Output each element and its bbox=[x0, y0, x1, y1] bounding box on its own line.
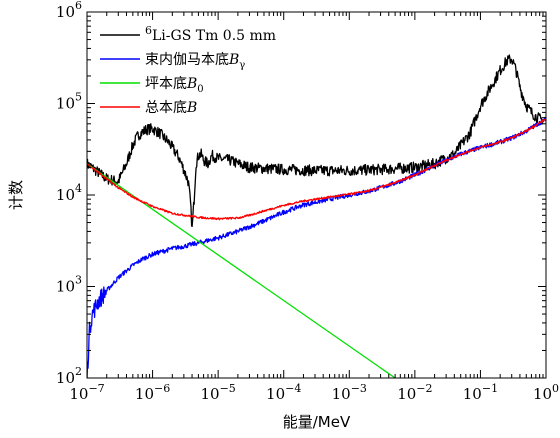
y-tick-label: 102 bbox=[56, 365, 82, 387]
y-tick-exponent: 5 bbox=[75, 91, 82, 104]
x-tick-label: 10−1 bbox=[463, 382, 498, 403]
x-tick-exponent: −3 bbox=[351, 382, 367, 395]
legend-label-part: B bbox=[186, 100, 197, 116]
y-tick-exponent: 6 bbox=[75, 0, 82, 12]
x-tick-base: 10 bbox=[463, 385, 482, 403]
y-tick-base: 10 bbox=[56, 369, 75, 387]
y-tick-label: 103 bbox=[56, 274, 82, 296]
series-layer bbox=[87, 54, 546, 378]
x-tick-labels: 10−7 10−6 10−5 10−4 10−3 10−2 10−1 100 bbox=[69, 382, 559, 403]
x-tick-exponent: −6 bbox=[154, 382, 170, 395]
legend-label-part: 总本底 bbox=[145, 100, 187, 116]
y-tick-base: 10 bbox=[56, 95, 75, 113]
series-line-2 bbox=[87, 116, 546, 378]
x-tick-exponent: −5 bbox=[220, 382, 236, 395]
legend-label-part: 0 bbox=[197, 84, 203, 95]
x-tick-base: 10 bbox=[200, 385, 219, 403]
ticks-layer bbox=[86, 11, 547, 379]
y-tick-base: 10 bbox=[56, 3, 75, 21]
y-tick-exponent: 3 bbox=[75, 274, 82, 287]
x-tick-label: 10−5 bbox=[200, 382, 235, 403]
y-tick-label: 105 bbox=[56, 91, 82, 113]
y-tick-label: 106 bbox=[56, 0, 82, 21]
x-tick-exponent: 0 bbox=[552, 382, 559, 395]
x-axis-title: 能量/MeV bbox=[283, 413, 351, 431]
x-tick-exponent: −4 bbox=[285, 382, 301, 395]
legend-label-part: Li-GS Tm 0.5 mm bbox=[152, 28, 276, 44]
y-axis-title: 计数 bbox=[7, 180, 25, 210]
series-line-4 bbox=[87, 118, 546, 221]
legend-label-part: 坪本底 bbox=[145, 76, 187, 92]
x-tick-label: 10−6 bbox=[135, 382, 170, 403]
x-tick-label: 10−2 bbox=[397, 382, 432, 403]
x-tick-exponent: −1 bbox=[482, 382, 498, 395]
y-tick-label: 104 bbox=[56, 182, 82, 204]
legend-label-part: 6 bbox=[145, 24, 152, 37]
legend-label-part: γ bbox=[239, 60, 245, 71]
x-tick-label: 100 bbox=[533, 382, 559, 403]
y-tick-base: 10 bbox=[56, 186, 75, 204]
legend-label-part: B bbox=[186, 76, 197, 92]
x-tick-label: 10−3 bbox=[332, 382, 367, 403]
legend-label-part: B bbox=[228, 52, 239, 68]
x-tick-base: 10 bbox=[266, 385, 285, 403]
y-tick-exponent: 2 bbox=[75, 365, 82, 378]
x-tick-base: 10 bbox=[135, 385, 154, 403]
x-tick-exponent: −7 bbox=[88, 382, 104, 395]
x-tick-base: 10 bbox=[533, 385, 552, 403]
x-tick-base: 10 bbox=[332, 385, 351, 403]
legend-label-part: 束内伽马本底 bbox=[145, 52, 229, 68]
y-tick-base: 10 bbox=[56, 278, 75, 296]
x-tick-exponent: −2 bbox=[416, 382, 432, 395]
legend-label: 总本底B bbox=[145, 100, 197, 116]
y-tick-exponent: 4 bbox=[75, 182, 82, 195]
legend-label: 6Li-GS Tm 0.5 mm bbox=[145, 24, 276, 44]
x-tick-base: 10 bbox=[397, 385, 416, 403]
x-tick-label: 10−7 bbox=[69, 382, 104, 403]
x-tick-base: 10 bbox=[69, 385, 88, 403]
legend-label: 坪本底B0 bbox=[145, 76, 204, 95]
series-line-1 bbox=[87, 54, 546, 228]
legend-label: 束内伽马本底Bγ bbox=[145, 52, 245, 71]
x-tick-label: 10−4 bbox=[266, 382, 301, 403]
